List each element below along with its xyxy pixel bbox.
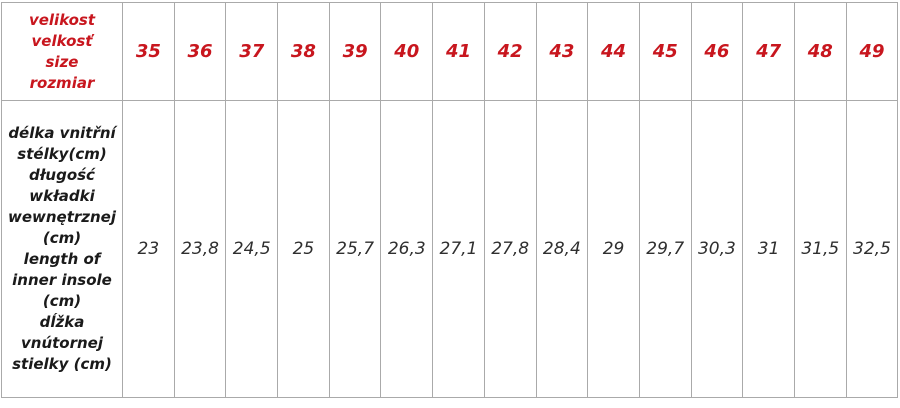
size-header-row: velikost velkosť size rozmiar 35 36 37 3… [1, 2, 899, 101]
insole-value-43: 28,4 [535, 100, 589, 398]
size-cell-39: 39 [328, 2, 382, 101]
insole-value-38: 25 [277, 100, 330, 398]
size-cell-35: 35 [122, 2, 175, 101]
size-cell-49: 49 [845, 2, 899, 101]
size-cell-36: 36 [173, 2, 227, 101]
size-cell-42: 42 [483, 2, 537, 101]
size-cell-45: 45 [638, 2, 692, 101]
insole-value-35: 23 [122, 100, 175, 398]
size-cell-48: 48 [793, 2, 847, 101]
size-table: velikost velkosť size rozmiar 35 36 37 3… [1, 2, 899, 398]
insole-value-44: 29 [587, 100, 640, 398]
insole-value-37: 24,5 [225, 100, 279, 398]
insole-value-36: 23,8 [173, 100, 227, 398]
size-header-label: velikost velkosť size rozmiar [1, 2, 123, 101]
insole-value-42: 27,8 [483, 100, 537, 398]
insole-value-46: 30,3 [690, 100, 744, 398]
size-cell-37: 37 [225, 2, 279, 101]
insole-value-39: 25,7 [328, 100, 382, 398]
insole-value-49: 32,5 [845, 100, 899, 398]
insole-length-label: délka vnitřní stélky(cm) długość wkładki… [1, 100, 123, 398]
size-cell-44: 44 [587, 2, 640, 101]
size-cell-43: 43 [535, 2, 589, 101]
insole-value-48: 31,5 [793, 100, 847, 398]
size-cell-40: 40 [380, 2, 434, 101]
size-cell-41: 41 [432, 2, 485, 101]
insole-length-row: délka vnitřní stélky(cm) długość wkładki… [1, 100, 899, 398]
insole-value-40: 26,3 [380, 100, 434, 398]
size-cell-38: 38 [277, 2, 330, 101]
size-cell-46: 46 [690, 2, 744, 101]
insole-value-47: 31 [742, 100, 795, 398]
insole-value-45: 29,7 [638, 100, 692, 398]
size-cell-47: 47 [742, 2, 795, 101]
insole-value-41: 27,1 [432, 100, 485, 398]
